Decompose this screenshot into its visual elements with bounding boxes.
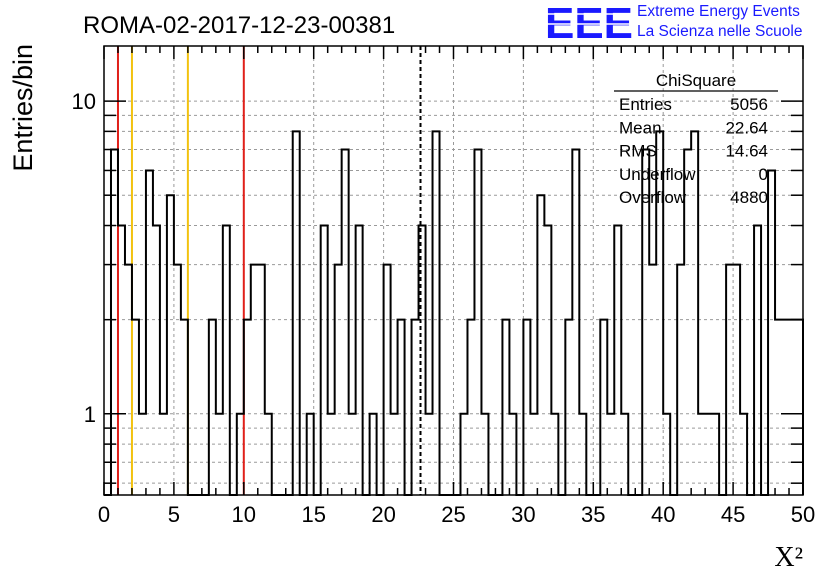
stats-row-label: RMS — [619, 142, 657, 161]
y-axis-label: Entries/bin — [8, 44, 38, 172]
stats-row-value: 5056 — [730, 95, 768, 114]
x-tick-label: 5 — [168, 502, 180, 527]
x-tick-label: 40 — [651, 502, 675, 527]
chart-title: ROMA-02-2017-12-23-00381 — [83, 12, 396, 39]
x-tick-label: 10 — [232, 502, 256, 527]
logo-line-2: La Scienza nelle Scuole — [637, 23, 803, 40]
y-tick-labels: 1 10 — [72, 89, 96, 427]
x-axis-label: X² — [774, 542, 803, 572]
x-tick-label: 25 — [441, 502, 465, 527]
stats-row-value: 22.64 — [725, 118, 768, 137]
eee-logo-icon: EEE — [545, 2, 633, 42]
stats-row-label: Overflow — [619, 188, 687, 207]
y-tick-label: 1 — [84, 402, 96, 427]
logo-line-1: Extreme Energy Events — [637, 3, 800, 20]
x-tick-label: 35 — [581, 502, 605, 527]
y-tick-label: 10 — [72, 89, 96, 114]
x-tick-label: 45 — [721, 502, 745, 527]
stats-row-label: Entries — [619, 95, 672, 114]
x-tick-label: 50 — [791, 502, 815, 527]
stats-row-label: Underflow — [619, 165, 696, 184]
stats-box-title: ChiSquare — [656, 71, 736, 90]
x-tick-labels: 0 5 10 15 20 25 30 35 40 45 50 — [98, 502, 815, 527]
stats-row-label: Mean — [619, 118, 662, 137]
stats-row-value: 14.64 — [725, 142, 768, 161]
x-tick-label: 0 — [98, 502, 110, 527]
axis-ticks — [103, 46, 804, 495]
x-tick-label: 30 — [511, 502, 535, 527]
stats-box-rows: Entries 5056 Mean 22.64 RMS 14.64 Underflow 0 Ov… — [619, 95, 768, 207]
stats-box: ChiSquare Entries 5056 Mean 22.64 RMS 14.64 Un… — [614, 71, 778, 207]
stats-row-value: 4880 — [730, 188, 768, 207]
logo-caption: Extreme Energy Events La Scienza nelle S… — [637, 2, 802, 42]
x-tick-label: 15 — [301, 502, 325, 527]
stats-row-value: 0 — [759, 165, 768, 184]
svg-text:EEE: EEE — [545, 2, 633, 42]
x-tick-label: 20 — [371, 502, 395, 527]
